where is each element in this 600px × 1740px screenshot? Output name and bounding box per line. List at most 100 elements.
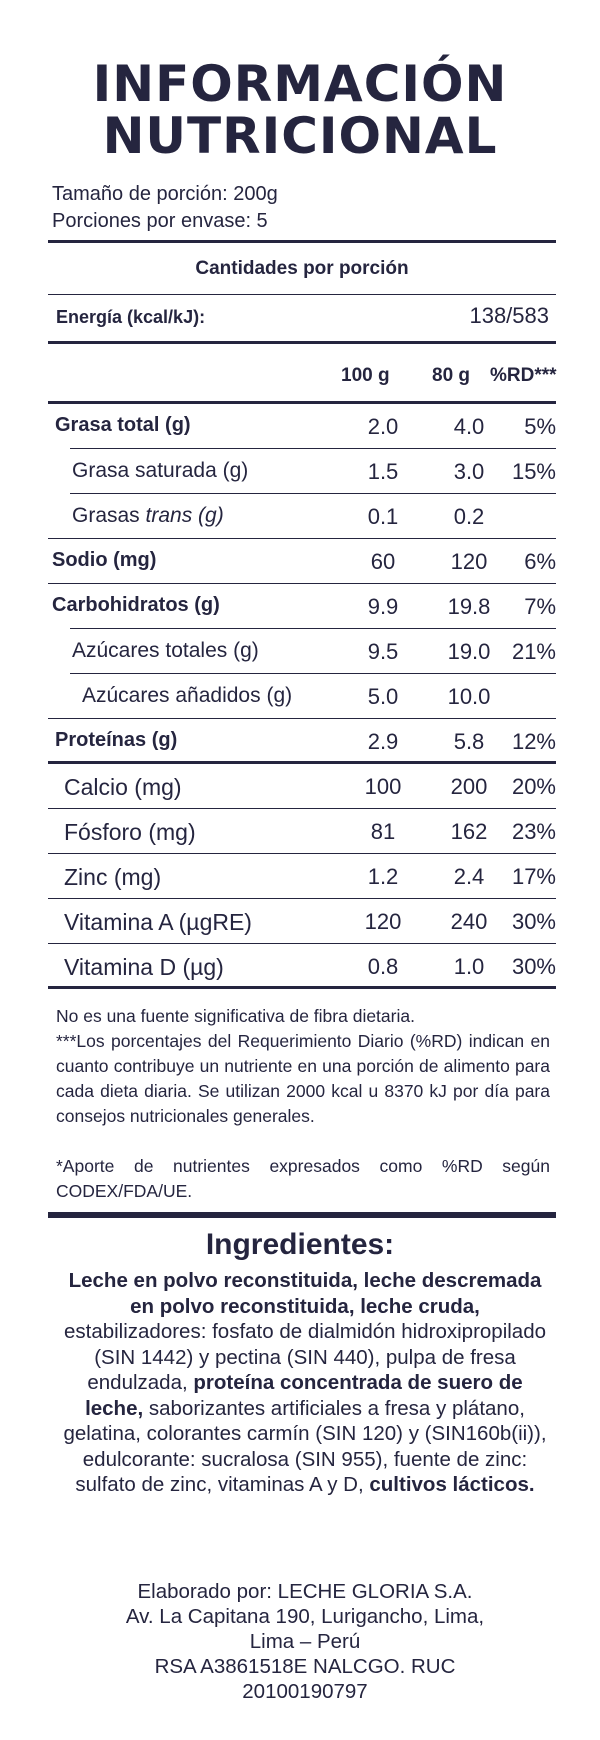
value-80g: 3.0 bbox=[453, 459, 485, 484]
row-divider bbox=[48, 538, 556, 539]
note-rd: ***Los porcentajes del Requerimiento Dia… bbox=[56, 1031, 550, 1126]
note-codex: *Aporte de nutrientes expresados como %R… bbox=[56, 1156, 550, 1201]
column-header-100g: 100 g bbox=[341, 365, 390, 386]
value-80g: 19.0 bbox=[447, 639, 491, 664]
row-divider bbox=[70, 448, 556, 449]
value-80g: 2.4 bbox=[453, 864, 485, 889]
row-label: Vitamina D (µg) bbox=[64, 954, 224, 980]
value-100g: 120 bbox=[364, 909, 402, 934]
row-divider bbox=[48, 583, 556, 584]
value-100g: 1.2 bbox=[367, 864, 399, 889]
value-100g: 100 bbox=[364, 774, 402, 799]
table-row-sodio: Sodio (mg) 60 120 6% bbox=[48, 539, 556, 584]
value-100g: 5.0 bbox=[367, 684, 399, 709]
value-rd: 6% bbox=[524, 549, 556, 574]
table-row-azucares-anadidos: Azúcares añadidos (g) 5.0 10.0 bbox=[48, 674, 556, 719]
table-row-grasas-trans: Grasas trans (g) 0.1 0.2 bbox=[48, 494, 556, 539]
rule-ingredients bbox=[48, 1212, 556, 1218]
row-divider bbox=[48, 943, 556, 944]
value-80g: 5.8 bbox=[453, 729, 485, 754]
row-divider bbox=[48, 718, 556, 719]
row-divider-thick bbox=[48, 761, 556, 764]
table-row-fosforo: Fósforo (mg) 81 162 23% bbox=[48, 809, 556, 854]
value-rd: 15% bbox=[511, 459, 556, 484]
value-80g: 10.0 bbox=[447, 684, 491, 709]
value-100g: 2.9 bbox=[367, 729, 399, 754]
note-fiber: No es una fuente significativa de fibra … bbox=[56, 1006, 415, 1026]
table-row-azucares-totales: Azúcares totales (g) 9.5 19.0 21% bbox=[48, 629, 556, 674]
row-divider bbox=[48, 808, 556, 809]
row-label-italic: trans bbox=[145, 504, 193, 527]
value-80g: 1.0 bbox=[453, 954, 485, 979]
rule-top bbox=[48, 240, 556, 243]
table-row-vitamina-d: Vitamina D (µg) 0.8 1.0 30% bbox=[48, 944, 556, 989]
rule-amounts bbox=[48, 294, 556, 295]
row-label: Fósforo (mg) bbox=[64, 819, 196, 845]
row-divider bbox=[48, 853, 556, 854]
manufacturer-line-1: Elaborado por: LECHE GLORIA S.A. bbox=[137, 1580, 473, 1603]
manufacturer-line-4: RSA A3861518E NALCGO. RUC bbox=[154, 1655, 456, 1678]
ingredients-text-4: saborizantes artificiales a fresa y plát… bbox=[63, 1396, 547, 1497]
value-rd: 7% bbox=[524, 594, 556, 619]
value-80g: 240 bbox=[450, 909, 488, 934]
servings-per-container: Porciones por envase: 5 bbox=[52, 210, 268, 232]
row-label: Azúcares añadidos (g) bbox=[82, 684, 293, 707]
manufacturer-line-2: Av. La Capitana 190, Lurigancho, Lima, bbox=[125, 1605, 485, 1628]
row-label: Proteínas (g) bbox=[55, 729, 178, 751]
ingredients-text-2: estabilizadores: fosfato de dialmidón hi… bbox=[63, 1320, 547, 1394]
value-80g: 120 bbox=[450, 549, 488, 574]
energy-value: 138/583 bbox=[469, 303, 549, 328]
row-label: Carbohidratos (g) bbox=[52, 594, 220, 616]
row-divider-thick bbox=[48, 986, 556, 989]
row-label-unit: (g) bbox=[192, 504, 224, 527]
table-row-calcio: Calcio (mg) 100 200 20% bbox=[48, 764, 556, 809]
ingredients-bold-1: Leche en polvo reconstituida, leche desc… bbox=[68, 1269, 542, 1318]
value-rd: 30% bbox=[511, 909, 556, 934]
amounts-header: Cantidades por porción bbox=[195, 258, 409, 279]
manufacturer-info: Elaborado por: LECHE GLORIA S.A. Av. La … bbox=[60, 1579, 550, 1704]
row-label: Sodio (mg) bbox=[52, 549, 157, 571]
row-label: Calcio (mg) bbox=[64, 774, 182, 800]
value-100g: 0.8 bbox=[367, 954, 399, 979]
value-100g: 9.9 bbox=[367, 594, 399, 619]
value-100g: 1.5 bbox=[367, 459, 399, 484]
title-line-2: NUTRICIONAL bbox=[102, 107, 498, 165]
row-label: Grasa total (g) bbox=[55, 414, 191, 436]
value-100g: 2.0 bbox=[367, 414, 399, 439]
value-80g: 19.8 bbox=[447, 594, 491, 619]
table-row-zinc: Zinc (mg) 1.2 2.4 17% bbox=[48, 854, 556, 899]
column-header-80g: 80 g bbox=[432, 365, 471, 386]
value-rd: 12% bbox=[511, 729, 556, 754]
row-label-part: Grasas bbox=[72, 504, 146, 527]
value-100g: 81 bbox=[370, 819, 396, 844]
row-label: Grasas trans (g) bbox=[72, 504, 224, 528]
manufacturer-line-5: 20100190797 bbox=[242, 1680, 368, 1703]
value-rd: 5% bbox=[524, 414, 556, 439]
value-100g: 60 bbox=[370, 549, 396, 574]
rule-columns bbox=[48, 401, 556, 404]
serving-size: Tamaño de porción: 200g bbox=[52, 183, 278, 205]
column-header-rd: %RD*** bbox=[490, 365, 557, 386]
value-rd: 20% bbox=[511, 774, 556, 799]
value-rd: 23% bbox=[511, 819, 556, 844]
ingredients-bold-5: cultivos lácticos. bbox=[369, 1473, 535, 1496]
ingredients-bold-3: proteína concentrada de suero de leche, bbox=[85, 1371, 523, 1420]
row-divider bbox=[48, 898, 556, 899]
energy-label: Energía (kcal/kJ): bbox=[56, 307, 206, 327]
row-divider bbox=[70, 493, 556, 494]
ingredients-title: Ingredientes: bbox=[205, 1228, 395, 1261]
table-row-proteinas: Proteínas (g) 2.9 5.8 12% bbox=[48, 719, 556, 764]
table-row-grasa-total: Grasa total (g) 2.0 4.0 5% bbox=[48, 404, 556, 449]
ingredients-text: Leche en polvo reconstituida, leche desc… bbox=[60, 1268, 550, 1498]
row-divider bbox=[70, 628, 556, 629]
value-80g: 0.2 bbox=[453, 504, 485, 529]
value-rd: 30% bbox=[511, 954, 556, 979]
table-row-vitamina-a: Vitamina A (µgRE) 120 240 30% bbox=[48, 899, 556, 944]
manufacturer-line-3: Lima – Perú bbox=[249, 1630, 361, 1653]
value-100g: 0.1 bbox=[367, 504, 399, 529]
value-100g: 9.5 bbox=[367, 639, 399, 664]
value-rd: 17% bbox=[511, 864, 556, 889]
title-line-1: INFORMACIÓN bbox=[92, 55, 508, 113]
value-80g: 200 bbox=[450, 774, 488, 799]
row-label: Azúcares totales (g) bbox=[72, 639, 259, 662]
